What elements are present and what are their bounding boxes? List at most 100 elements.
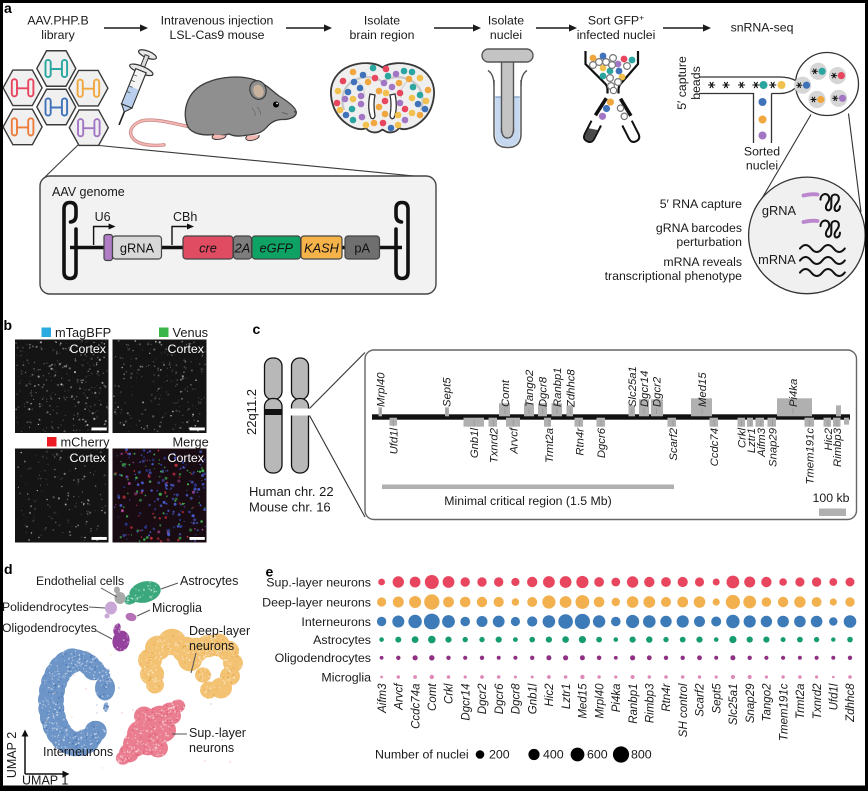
- svg-text:Comt: Comt: [500, 379, 512, 407]
- svg-text:Pi4ka: Pi4ka: [611, 684, 623, 713]
- svg-text:Hic2: Hic2: [544, 683, 556, 707]
- svg-text:Zdhhc8: Zdhhc8: [566, 369, 578, 408]
- svg-text:gRNA: gRNA: [120, 241, 155, 256]
- svg-text:d: d: [4, 561, 13, 577]
- svg-text:cre: cre: [199, 241, 217, 256]
- svg-text:Snap29: Snap29: [768, 427, 780, 467]
- svg-text:Lztr1: Lztr1: [561, 684, 573, 710]
- svg-text:Venus: Venus: [173, 325, 209, 340]
- svg-text:Intravenous injection: Intravenous injection: [161, 14, 274, 28]
- svg-text:c: c: [253, 321, 261, 337]
- svg-text:Astrocytes: Astrocytes: [180, 574, 238, 588]
- svg-text:mRNA: mRNA: [758, 252, 796, 267]
- svg-text:Oligodendrocytes: Oligodendrocytes: [2, 621, 97, 635]
- svg-text:Dgcr6: Dgcr6: [494, 683, 506, 714]
- svg-text:Oligodendrocytes: Oligodendrocytes: [275, 651, 371, 665]
- svg-text:gRNA: gRNA: [762, 203, 797, 218]
- svg-text:Sept5: Sept5: [442, 377, 454, 407]
- svg-text:Deep-layer neurons: Deep-layer neurons: [262, 595, 371, 609]
- svg-text:Ranbp1: Ranbp1: [552, 367, 564, 407]
- svg-text:CBh: CBh: [173, 210, 197, 224]
- svg-text:snRNA-seq: snRNA-seq: [731, 21, 794, 35]
- svg-text:Gnb1l: Gnb1l: [527, 683, 539, 714]
- svg-text:AAV genome: AAV genome: [52, 185, 125, 199]
- svg-text:Comt: Comt: [427, 683, 439, 711]
- svg-text:mRNA reveals: mRNA reveals: [663, 255, 742, 269]
- svg-text:Cortex: Cortex: [70, 342, 107, 356]
- svg-text:Interneurons: Interneurons: [43, 745, 113, 759]
- svg-text:Tmem191c: Tmem191c: [778, 683, 790, 741]
- svg-text:800: 800: [631, 748, 652, 762]
- svg-text:a: a: [4, 0, 12, 16]
- svg-text:b: b: [4, 317, 13, 333]
- svg-text:Mrpl40: Mrpl40: [376, 372, 388, 407]
- svg-text:Med15: Med15: [697, 372, 709, 407]
- svg-text:22q11.2: 22q11.2: [244, 389, 259, 435]
- svg-text:Hic2: Hic2: [823, 427, 835, 450]
- svg-text:transcriptional phenotype: transcriptional phenotype: [605, 269, 743, 283]
- svg-text:UMAP 1: UMAP 1: [22, 774, 68, 788]
- svg-text:Sept5: Sept5: [711, 683, 723, 714]
- svg-text:Slc25a1: Slc25a1: [627, 366, 639, 407]
- svg-text:Snap29: Snap29: [745, 683, 757, 723]
- svg-text:Trmt2a: Trmt2a: [795, 684, 807, 720]
- svg-text:Cortex: Cortex: [168, 451, 205, 465]
- svg-text:Dgcr14: Dgcr14: [460, 684, 472, 721]
- svg-text:Ranbp1: Ranbp1: [628, 684, 640, 724]
- svg-text:e: e: [266, 564, 274, 580]
- svg-text:Ccdc74: Ccdc74: [709, 428, 721, 466]
- svg-text:Med15: Med15: [578, 683, 590, 719]
- svg-text:mCherry: mCherry: [61, 435, 111, 450]
- svg-text:Aifm3: Aifm3: [756, 427, 768, 458]
- svg-text:Gnb1l: Gnb1l: [469, 428, 481, 459]
- svg-text:Ufd1l: Ufd1l: [388, 428, 400, 455]
- svg-text:SH control: SH control: [678, 683, 690, 737]
- svg-text:Txnrd2: Txnrd2: [488, 427, 500, 463]
- svg-text:pA: pA: [354, 241, 370, 256]
- svg-text:infected nuclei: infected nuclei: [577, 28, 656, 42]
- svg-text:Dgcr6: Dgcr6: [596, 427, 608, 458]
- svg-text:Interneurons: Interneurons: [301, 615, 371, 629]
- svg-text:Dgcr14: Dgcr14: [639, 371, 651, 407]
- svg-text:Zdhhc8: Zdhhc8: [845, 683, 857, 723]
- svg-text:brain region: brain region: [350, 28, 415, 42]
- svg-text:neurons: neurons: [189, 639, 234, 653]
- svg-text:nuclei: nuclei: [746, 159, 778, 173]
- svg-text:Cortex: Cortex: [168, 342, 205, 356]
- svg-text:Merge: Merge: [173, 435, 209, 450]
- svg-text:Dgcr2: Dgcr2: [477, 683, 489, 714]
- svg-text:Dgcr8: Dgcr8: [538, 376, 550, 407]
- svg-text:eGFP: eGFP: [260, 241, 294, 256]
- svg-text:Ufd1l: Ufd1l: [829, 683, 841, 710]
- svg-text:Mrpl40: Mrpl40: [594, 683, 606, 719]
- svg-text:LSL-Cas9 mouse: LSL-Cas9 mouse: [169, 28, 264, 42]
- svg-text:Rimbp3: Rimbp3: [832, 427, 844, 467]
- svg-text:5′ capture: 5′ capture: [675, 56, 689, 110]
- svg-text:Cortex: Cortex: [70, 451, 107, 465]
- svg-text:Sort GFP+: Sort GFP+: [588, 13, 644, 28]
- svg-text:Arvcf: Arvcf: [508, 426, 520, 455]
- svg-text:100 kb: 100 kb: [813, 491, 850, 505]
- svg-text:Crkl: Crkl: [737, 428, 749, 449]
- svg-text:Txnrd2: Txnrd2: [812, 683, 824, 719]
- svg-text:Ccdc74a: Ccdc74a: [410, 684, 422, 729]
- svg-text:Tmem191c: Tmem191c: [804, 428, 816, 485]
- svg-text:mTagBFP: mTagBFP: [55, 325, 111, 340]
- svg-text:400: 400: [543, 748, 564, 762]
- svg-text:Microglia: Microglia: [152, 601, 202, 615]
- svg-text:Trmt2a: Trmt2a: [544, 428, 556, 463]
- svg-text:Rtn4r: Rtn4r: [661, 682, 673, 711]
- svg-text:Pi4ka: Pi4ka: [788, 379, 800, 407]
- svg-text:Dgcr8: Dgcr8: [511, 683, 523, 714]
- svg-text:AAV.PHP.B: AAV.PHP.B: [27, 14, 88, 28]
- svg-text:Rtn4r: Rtn4r: [574, 427, 586, 456]
- svg-text:Slc25a1: Slc25a1: [728, 684, 740, 726]
- svg-text:Dgcr2: Dgcr2: [652, 376, 664, 407]
- svg-text:Aifm3: Aifm3: [377, 683, 389, 714]
- svg-text:Isolate: Isolate: [364, 14, 400, 28]
- svg-text:Scarf2: Scarf2: [695, 683, 707, 717]
- svg-text:Mouse chr. 16: Mouse chr. 16: [249, 500, 331, 515]
- svg-text:library: library: [41, 28, 75, 42]
- svg-text:Microglia: Microglia: [321, 670, 371, 684]
- svg-text:2A: 2A: [234, 241, 251, 256]
